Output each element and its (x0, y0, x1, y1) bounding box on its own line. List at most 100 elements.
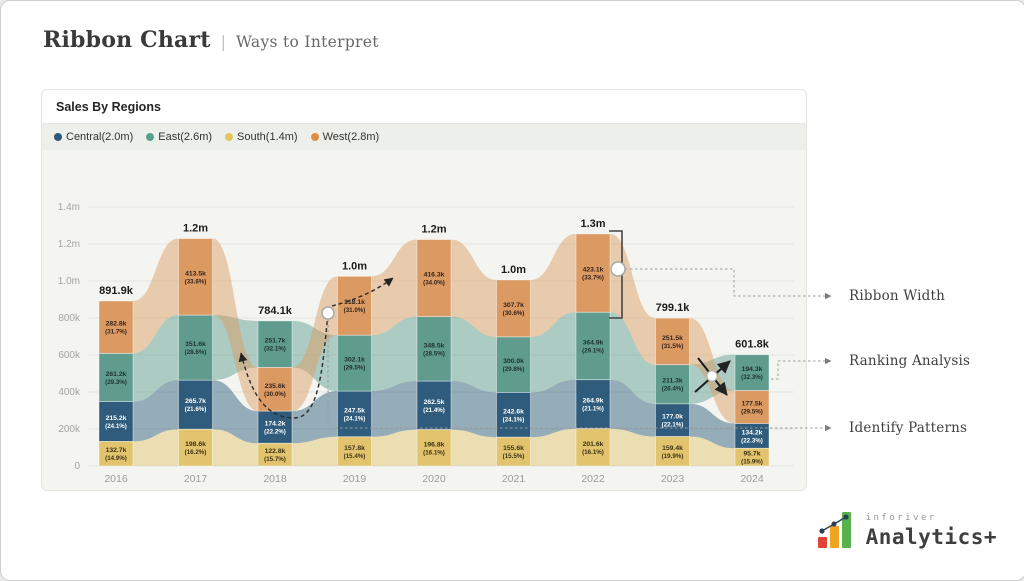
x-tick-label: 2024 (740, 473, 764, 485)
bar-segment-west[interactable] (98, 300, 134, 354)
segment-pct-label: (33.7%) (582, 275, 604, 282)
segment-value-label: 348.5k (424, 342, 445, 349)
ribbon-chart[interactable]: 0200k400k600k800k1.0m1.2m1.4m215.2k(24.1… (42, 150, 808, 490)
bar-segment-south[interactable] (416, 429, 452, 467)
bar-segment-central[interactable] (98, 401, 134, 442)
segment-value-label: 194.3k (742, 366, 763, 373)
ribbon-west[interactable] (133, 238, 179, 354)
total-label: 1.2m (421, 224, 446, 236)
bar-segment-central[interactable] (178, 379, 213, 430)
segment-value-label: 95.7k (743, 451, 760, 458)
segment-value-label: 215.2k (106, 415, 127, 422)
ribbon-central[interactable] (133, 380, 179, 442)
title-separator: | (220, 32, 227, 51)
legend-dot (310, 133, 319, 141)
bar-segment-south[interactable] (337, 436, 372, 467)
x-tick-label: 2023 (661, 473, 685, 485)
segment-value-label: 264.9k (583, 398, 604, 405)
ribbon-south[interactable] (371, 429, 418, 466)
segment-pct-label: (21.4%) (423, 407, 445, 414)
total-label: 891.9k (99, 285, 134, 297)
bar-segment-west[interactable] (178, 238, 213, 316)
ribbon-south[interactable] (689, 436, 736, 466)
segment-pct-label: (31.7%) (105, 329, 127, 336)
bar-segment-south[interactable] (655, 436, 690, 467)
segment-pct-label: (28.6%) (185, 349, 207, 356)
page-header: Ribbon Chart | Ways to Interpret (43, 27, 379, 53)
bar-segment-east[interactable] (98, 352, 134, 403)
legend-label: Central(2.0m) (66, 131, 134, 143)
segment-value-label: 416.3k (424, 272, 445, 279)
total-label: 1.3m (580, 218, 605, 230)
segment-pct-label: (19.9%) (662, 453, 684, 460)
ribbon-south[interactable] (610, 428, 656, 466)
bar-segment-west[interactable] (575, 233, 611, 313)
segment-value-label: 201.6k (583, 441, 604, 448)
ribbon-east[interactable] (133, 315, 179, 402)
segment-pct-label: (24.1%) (503, 416, 525, 423)
segment-value-label: 413.5k (185, 270, 206, 277)
ribbon-south[interactable] (292, 436, 338, 466)
annotation-ranking-analysis: Ranking Analysis (849, 353, 971, 369)
segment-value-label: 307.7k (503, 302, 524, 309)
ribbon-south[interactable] (451, 429, 497, 466)
legend-label: South(1.4m) (237, 131, 298, 143)
segment-pct-label: (14.9%) (105, 455, 127, 462)
segment-pct-label: (24.1%) (105, 423, 127, 430)
x-tick-label: 2017 (184, 473, 208, 485)
legend-item-south[interactable]: South(1.4m) (225, 131, 298, 143)
legend-item-west[interactable]: West(2.8m) (310, 131, 379, 143)
ribbon-south[interactable] (212, 429, 259, 466)
x-tick-label: 2020 (422, 473, 446, 485)
total-label: 784.1k (258, 305, 293, 317)
y-tick-label: 1.2m (58, 239, 80, 250)
bar-segment-west[interactable] (416, 239, 452, 317)
segment-pct-label: (16.1%) (423, 449, 445, 456)
bar-segment-east[interactable] (178, 314, 213, 381)
inforiver-logo-icon (817, 512, 851, 548)
legend-dot (225, 133, 234, 141)
segment-pct-label: (15.9%) (741, 459, 763, 466)
total-label: 1.0m (342, 260, 367, 272)
segment-value-label: 174.2k (265, 421, 286, 428)
chart-legend: Central(2.0m) East(2.6m) South(1.4m) West(2… (42, 124, 806, 150)
segment-pct-label: (32.3%) (741, 374, 763, 381)
ribbon-south[interactable] (530, 428, 577, 466)
logo-product: Analytics+ (865, 525, 997, 549)
ribbon-central[interactable] (212, 380, 259, 444)
bar-segment-south[interactable] (257, 442, 293, 467)
ribbon-south[interactable] (133, 429, 179, 466)
segment-pct-label: (33.6%) (185, 278, 207, 285)
page-subtitle: Ways to Interpret (236, 33, 379, 51)
ribbon-west[interactable] (371, 239, 418, 336)
bar-segment-south[interactable] (496, 436, 531, 467)
legend-label: East(2.6m) (158, 131, 213, 143)
x-tick-label: 2022 (581, 473, 605, 485)
segment-pct-label: (15.5%) (503, 453, 525, 460)
legend-item-central[interactable]: Central(2.0m) (54, 131, 133, 143)
bar-segment-south[interactable] (734, 447, 770, 467)
legend-item-east[interactable]: East(2.6m) (146, 131, 212, 143)
segment-pct-label: (22.1%) (662, 422, 684, 429)
total-label: 601.8k (735, 339, 770, 351)
y-tick-label: 200k (58, 424, 81, 435)
bar-segment-south[interactable] (98, 441, 134, 467)
ribbon-west[interactable] (451, 239, 497, 337)
bar-segment-south[interactable] (178, 428, 213, 467)
y-tick-label: 800k (58, 313, 81, 324)
segment-value-label: 242.6k (503, 408, 524, 415)
segment-value-label: 155.6k (503, 445, 524, 452)
segment-pct-label: (28.5%) (423, 350, 445, 357)
segment-pct-label: (24.1%) (344, 415, 366, 422)
bar-segment-south[interactable] (575, 428, 611, 467)
segment-pct-label: (29.5%) (344, 365, 366, 372)
segment-pct-label: (32.1%) (264, 346, 286, 353)
ribbon-west[interactable] (530, 233, 577, 337)
segment-pct-label: (30.0%) (264, 391, 286, 398)
segment-value-label: 196.8k (424, 441, 445, 448)
segment-value-label: 157.8k (344, 445, 365, 452)
segment-value-label: 198.6k (185, 441, 206, 448)
segment-pct-label: (21.6%) (185, 406, 207, 413)
total-label: 799.1k (656, 302, 691, 314)
segment-value-label: 300.0k (503, 358, 524, 365)
